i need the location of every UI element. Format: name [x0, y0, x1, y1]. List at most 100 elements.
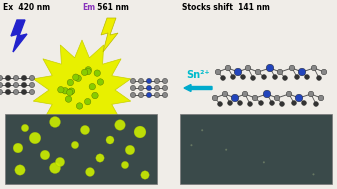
Circle shape	[146, 92, 152, 98]
Circle shape	[13, 82, 19, 88]
Circle shape	[75, 75, 82, 81]
Circle shape	[231, 75, 236, 79]
Circle shape	[289, 65, 295, 71]
Circle shape	[58, 87, 64, 93]
FancyArrow shape	[184, 84, 212, 91]
Circle shape	[311, 65, 317, 71]
Circle shape	[258, 101, 264, 105]
Text: Ex  420 nm: Ex 420 nm	[3, 3, 50, 12]
Circle shape	[162, 92, 167, 98]
Circle shape	[251, 76, 255, 80]
Circle shape	[29, 132, 41, 144]
Circle shape	[67, 79, 73, 86]
Circle shape	[262, 75, 267, 79]
Text: 561 nm: 561 nm	[92, 3, 129, 12]
Circle shape	[318, 95, 324, 101]
Circle shape	[263, 90, 271, 98]
Circle shape	[13, 75, 19, 81]
Circle shape	[308, 91, 314, 97]
Circle shape	[218, 102, 222, 106]
Circle shape	[141, 171, 149, 179]
Circle shape	[71, 141, 79, 149]
Circle shape	[302, 101, 306, 105]
Circle shape	[82, 69, 88, 76]
Circle shape	[238, 101, 242, 105]
Circle shape	[277, 69, 283, 75]
Circle shape	[222, 91, 228, 97]
Circle shape	[0, 82, 3, 88]
Circle shape	[130, 92, 135, 98]
Circle shape	[94, 70, 100, 76]
Circle shape	[295, 75, 299, 79]
Circle shape	[190, 144, 192, 146]
Circle shape	[22, 89, 27, 95]
Circle shape	[96, 154, 104, 162]
Circle shape	[139, 92, 144, 98]
Circle shape	[15, 165, 25, 175]
Text: Em: Em	[82, 3, 95, 12]
Circle shape	[65, 96, 72, 102]
Circle shape	[76, 103, 83, 109]
Circle shape	[0, 75, 3, 81]
Circle shape	[221, 76, 225, 80]
Circle shape	[241, 75, 245, 79]
Circle shape	[89, 84, 95, 90]
Circle shape	[5, 75, 10, 81]
Circle shape	[154, 85, 160, 91]
Circle shape	[255, 69, 261, 75]
Circle shape	[125, 145, 135, 155]
Circle shape	[81, 125, 90, 135]
Circle shape	[162, 78, 167, 84]
Circle shape	[266, 64, 274, 72]
Polygon shape	[101, 18, 118, 52]
Circle shape	[72, 74, 79, 80]
Circle shape	[316, 76, 321, 80]
Circle shape	[314, 102, 318, 106]
Circle shape	[55, 157, 65, 167]
Circle shape	[231, 94, 239, 102]
Circle shape	[92, 92, 98, 99]
Circle shape	[292, 101, 297, 105]
Circle shape	[225, 65, 231, 71]
Circle shape	[242, 91, 248, 97]
Circle shape	[270, 101, 274, 105]
Circle shape	[13, 89, 19, 95]
Circle shape	[50, 117, 60, 127]
Circle shape	[154, 92, 160, 98]
Circle shape	[68, 88, 75, 94]
Circle shape	[106, 136, 114, 144]
Circle shape	[40, 150, 50, 160]
Circle shape	[97, 79, 103, 85]
Circle shape	[29, 89, 35, 95]
Circle shape	[29, 75, 35, 81]
Circle shape	[283, 76, 287, 80]
Circle shape	[248, 102, 252, 106]
Circle shape	[29, 82, 35, 88]
Circle shape	[312, 173, 314, 175]
Circle shape	[305, 75, 309, 79]
Circle shape	[21, 124, 29, 132]
Polygon shape	[11, 20, 27, 52]
Circle shape	[50, 163, 61, 174]
Circle shape	[134, 126, 146, 138]
Circle shape	[286, 91, 292, 97]
Circle shape	[13, 143, 23, 153]
FancyBboxPatch shape	[180, 114, 332, 184]
Circle shape	[85, 98, 91, 105]
Circle shape	[280, 102, 284, 106]
Circle shape	[68, 88, 74, 94]
Circle shape	[85, 68, 91, 75]
Circle shape	[201, 129, 203, 131]
Text: Stocks shift  141 nm: Stocks shift 141 nm	[182, 3, 270, 12]
FancyBboxPatch shape	[5, 114, 157, 184]
Polygon shape	[33, 40, 131, 140]
Circle shape	[5, 89, 10, 95]
Circle shape	[234, 68, 242, 76]
Circle shape	[139, 78, 144, 84]
Circle shape	[85, 67, 91, 73]
Circle shape	[274, 95, 280, 101]
Circle shape	[162, 85, 167, 91]
Circle shape	[245, 65, 251, 71]
Circle shape	[0, 89, 3, 95]
Circle shape	[225, 149, 227, 151]
